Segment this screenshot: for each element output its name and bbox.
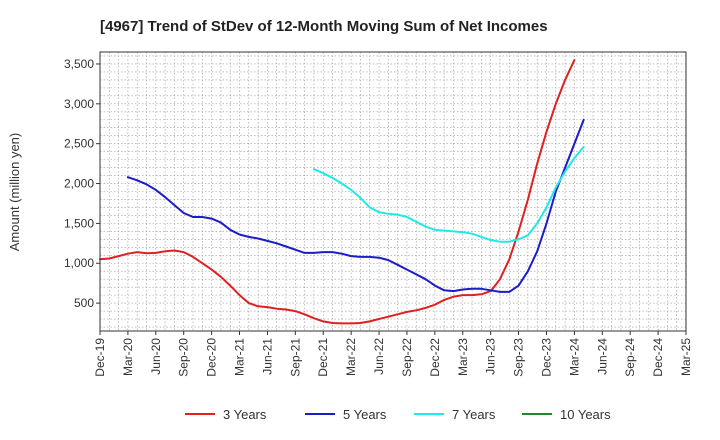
x-tick-label: Jun-23 xyxy=(484,338,498,375)
y-axis-label: Amount (million yen) xyxy=(7,133,22,252)
y-tick-label: 1,500 xyxy=(64,216,94,230)
x-tick-label: Sep-21 xyxy=(288,338,302,377)
legend-label: 10 Years xyxy=(560,407,611,422)
x-tick-label: Dec-21 xyxy=(316,338,330,377)
y-tick-label: 500 xyxy=(74,296,94,310)
chart-title: [4967] Trend of StDev of 12-Month Moving… xyxy=(100,18,548,35)
plot-area xyxy=(99,51,687,332)
x-axis: Dec-19 Mar-20 Jun-20 Sep-20 Dec-20 Mar-21 Jun-… xyxy=(93,331,693,377)
y-tick-label: 3,000 xyxy=(64,97,94,111)
x-tick-label: Sep-20 xyxy=(177,338,191,377)
x-tick-label: Mar-24 xyxy=(567,338,581,376)
x-tick-label: Sep-22 xyxy=(400,338,414,377)
x-tick-label: Dec-23 xyxy=(539,338,553,377)
x-tick-label: Jun-24 xyxy=(595,338,609,375)
x-tick-label: Mar-21 xyxy=(233,338,247,376)
x-tick-label: Dec-19 xyxy=(93,338,107,377)
x-tick-label: Dec-22 xyxy=(428,338,442,377)
legend-label: 5 Years xyxy=(343,407,387,422)
x-tick-label: Mar-22 xyxy=(344,338,358,376)
x-tick-label: Mar-20 xyxy=(121,338,135,376)
x-tick-label: Jun-20 xyxy=(149,338,163,375)
x-tick-label: Jun-21 xyxy=(260,338,274,375)
y-axis: 500 1,000 1,500 2,000 2,500 3,000 3,500 xyxy=(64,57,100,310)
series-layer xyxy=(99,59,585,325)
x-tick-label: Mar-23 xyxy=(456,338,470,376)
legend: 3 Years 5 Years 7 Years 10 Years xyxy=(185,407,611,422)
x-tick-label: Sep-24 xyxy=(623,338,637,377)
series-line-3-years xyxy=(99,59,576,325)
grid xyxy=(99,52,687,331)
legend-label: 7 Years xyxy=(452,407,496,422)
y-tick-label: 2,500 xyxy=(64,137,94,151)
y-tick-label: 2,000 xyxy=(64,177,94,191)
series-line-5-years xyxy=(126,118,585,293)
y-tick-label: 1,000 xyxy=(64,256,94,270)
x-tick-label: Sep-23 xyxy=(512,338,526,377)
x-tick-label: Mar-25 xyxy=(679,338,693,376)
y-tick-label: 3,500 xyxy=(64,57,94,71)
x-tick-label: Jun-22 xyxy=(372,338,386,375)
x-tick-label: Dec-20 xyxy=(205,338,219,377)
legend-label: 3 Years xyxy=(223,407,267,422)
series-line-7-years xyxy=(312,145,585,243)
x-tick-label: Dec-24 xyxy=(651,338,665,377)
